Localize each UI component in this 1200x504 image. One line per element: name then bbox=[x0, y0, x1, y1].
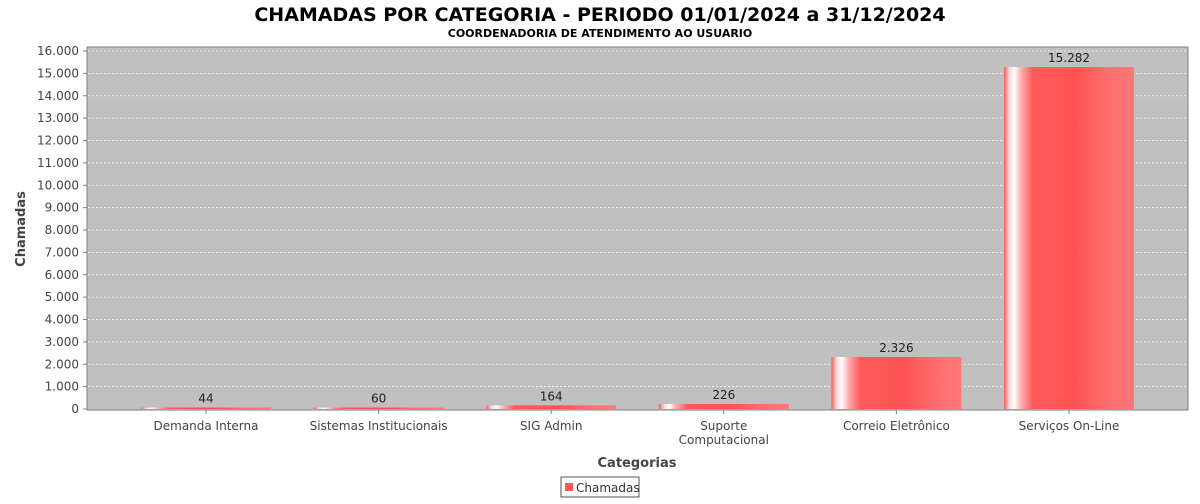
y-tick-label: 14.000 bbox=[37, 89, 79, 103]
y-tick-label: 1.000 bbox=[45, 380, 79, 394]
x-tick-label: Serviços On-Line bbox=[1019, 419, 1120, 433]
y-axis-label: Chamadas bbox=[14, 191, 29, 267]
x-tick-label: SIG Admin bbox=[520, 419, 583, 433]
data-labels: 44 60 164 226 2.326 15.282 bbox=[198, 51, 1090, 405]
legend: Chamadas bbox=[560, 476, 640, 498]
bar-value-label: 44 bbox=[198, 392, 213, 406]
y-tick-label: 9.000 bbox=[45, 201, 79, 215]
bar bbox=[141, 407, 271, 409]
x-tick-label: Sistemas Institucionais bbox=[310, 419, 448, 433]
y-tick-label: 2.000 bbox=[45, 357, 79, 371]
x-axis-ticks: Demanda Interna Sistemas Institucionais SI… bbox=[154, 410, 1120, 447]
bar bbox=[486, 405, 617, 409]
x-tick-label: Suporte bbox=[700, 419, 747, 433]
bar bbox=[831, 356, 962, 409]
x-axis-label: Categorias bbox=[598, 456, 677, 471]
bar-value-label: 2.326 bbox=[879, 341, 913, 355]
bar-value-label: 60 bbox=[371, 392, 386, 406]
bar-value-label: 15.282 bbox=[1048, 51, 1090, 65]
x-tick-label: Demanda Interna bbox=[154, 419, 259, 433]
bar-value-label: 164 bbox=[540, 389, 563, 403]
y-tick-label: 15.000 bbox=[37, 66, 79, 80]
legend-box bbox=[560, 476, 640, 498]
bar bbox=[313, 407, 444, 409]
y-tick-label: 6.000 bbox=[45, 268, 79, 282]
x-tick-label: Correio Eletrônico bbox=[843, 419, 950, 433]
x-tick-label: Computacional bbox=[679, 433, 769, 447]
y-axis-ticks: 0 1.000 2.000 3.000 4.000 5.000 6.000 7.000 8.00… bbox=[37, 44, 87, 416]
y-tick-label: 0 bbox=[71, 402, 79, 416]
y-tick-label: 11.000 bbox=[37, 156, 79, 170]
chart-title: CHAMADAS POR CATEGORIA - PERIODO 01/01/2… bbox=[254, 4, 945, 26]
bars bbox=[141, 67, 1134, 409]
bar-value-label: 226 bbox=[712, 388, 735, 402]
bar bbox=[658, 403, 789, 409]
y-tick-label: 4.000 bbox=[45, 313, 79, 327]
y-tick-label: 8.000 bbox=[45, 223, 79, 237]
y-tick-label: 3.000 bbox=[45, 335, 79, 349]
legend-swatch bbox=[565, 483, 573, 491]
bar bbox=[1004, 67, 1134, 409]
chart-subtitle: COORDENADORIA DE ATENDIMENTO AO USUARIO bbox=[448, 27, 753, 40]
y-tick-label: 10.000 bbox=[37, 178, 79, 192]
y-tick-label: 16.000 bbox=[37, 44, 79, 58]
y-tick-label: 7.000 bbox=[45, 245, 79, 259]
legend-label: Chamadas bbox=[576, 481, 640, 495]
grid-lines bbox=[88, 50, 1187, 388]
y-tick-label: 12.000 bbox=[37, 134, 79, 148]
y-tick-label: 13.000 bbox=[37, 111, 79, 125]
y-tick-label: 5.000 bbox=[45, 290, 79, 304]
